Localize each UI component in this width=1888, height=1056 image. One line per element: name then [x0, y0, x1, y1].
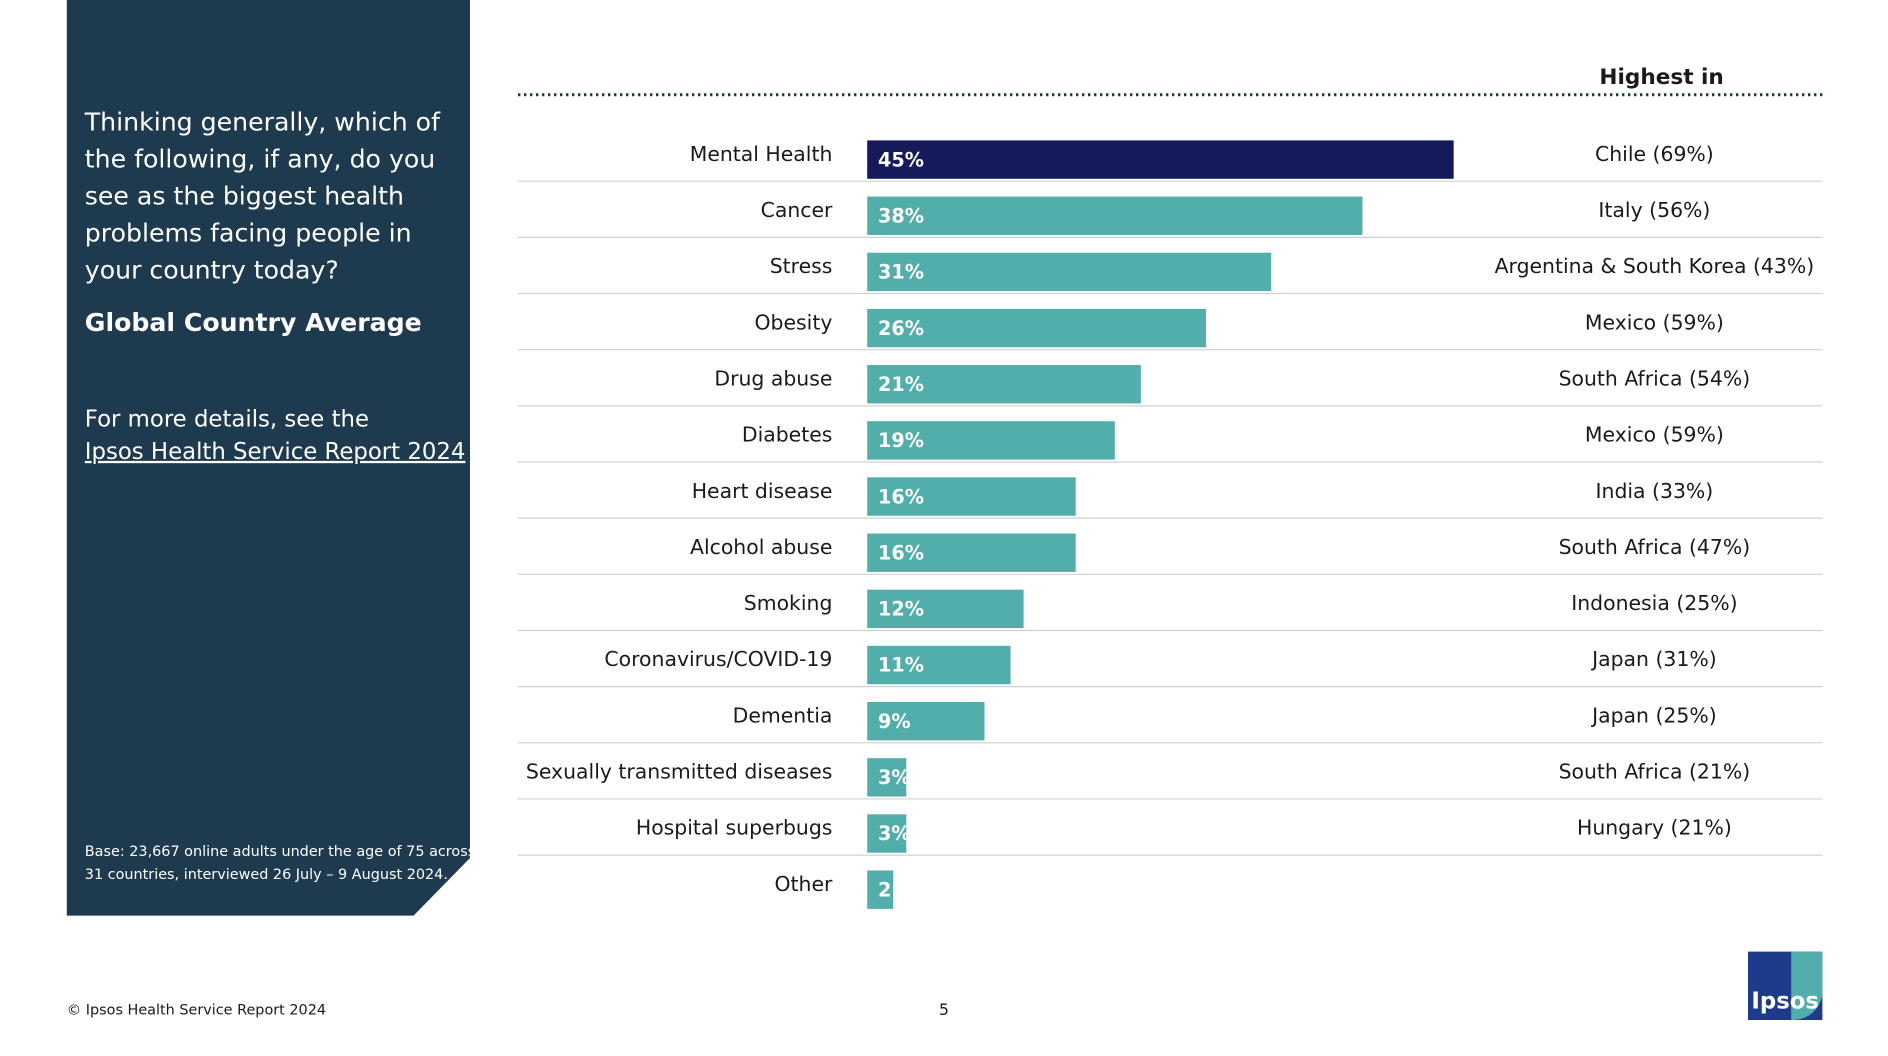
base-line: 31 countries, interviewed 26 July – 9 Au…: [85, 867, 448, 883]
value-label: 16%: [878, 541, 924, 564]
category-label: Stress: [770, 254, 833, 278]
value-label: 26%: [878, 317, 924, 340]
question-line: your country today?: [85, 255, 339, 284]
bar: [867, 477, 1076, 516]
bar: [867, 589, 1024, 629]
value-label: 21%: [878, 373, 924, 396]
bar: [867, 758, 907, 797]
value-label: 9%: [878, 710, 911, 733]
highest-in-label: Mexico (59%): [1585, 423, 1724, 447]
question-line: the following, if any, do you: [85, 145, 435, 174]
category-label: Coronavirus/COVID-19: [604, 647, 832, 671]
highest-in-label: South Africa (47%): [1559, 535, 1751, 559]
value-label: 31%: [878, 261, 924, 284]
category-label: Alcohol abuse: [690, 535, 832, 559]
value-label: 16%: [878, 485, 924, 508]
highest-in-label: Japan (31%): [1590, 647, 1717, 671]
bar: [867, 870, 894, 909]
highest-in-label: Hungary (21%): [1577, 816, 1732, 840]
category-label: Smoking: [744, 591, 833, 615]
bar: [867, 814, 907, 853]
highest-in-title: Highest in: [1599, 65, 1723, 90]
highest-in-label: Argentina & South Korea (43%): [1495, 254, 1815, 278]
category-label: Cancer: [761, 198, 833, 222]
category-label: Drug abuse: [714, 366, 832, 390]
value-label: 38%: [878, 204, 924, 227]
category-label: Hospital superbugs: [636, 816, 833, 840]
logo-accent: [1791, 951, 1823, 1020]
highest-in-label: Indonesia (25%): [1571, 591, 1737, 615]
base-note: Base: 23,667 online adults under the age…: [85, 844, 475, 883]
value-label: 11%: [878, 654, 924, 677]
copyright: © Ipsos Health Service Report 2024: [67, 1002, 326, 1018]
value-label: 2: [878, 878, 891, 901]
bar: [867, 140, 1454, 179]
highest-in-label: South Africa (54%): [1559, 366, 1751, 390]
report-link[interactable]: Ipsos Health Service Report 2024: [85, 439, 466, 465]
chart: Mental Health 45% Chile (69%) Cancer 38% Ital…: [517, 140, 1823, 909]
question-line: problems facing people in: [85, 218, 412, 247]
bar: [867, 702, 985, 741]
bar: [867, 421, 1115, 460]
highest-in-label: Mexico (59%): [1585, 310, 1724, 334]
value-label: 45%: [878, 148, 924, 171]
highest-in-label: Chile (69%): [1595, 142, 1714, 166]
question: Thinking generally, which of the followin…: [84, 108, 441, 285]
bar: [867, 252, 1272, 292]
bar: [867, 196, 1363, 235]
value-label: 19%: [878, 429, 924, 452]
highest-in-label: South Africa (21%): [1559, 760, 1751, 784]
category-label: Mental Health: [690, 142, 833, 166]
value-label: 3%: [878, 822, 911, 845]
bar: [867, 533, 1076, 572]
bar: [867, 365, 1141, 404]
category-label: Other: [774, 872, 833, 896]
category-label: Obesity: [755, 310, 833, 334]
value-label: 12%: [878, 598, 924, 621]
bar: [867, 308, 1207, 348]
bar: [867, 645, 1011, 685]
value-label: 3%: [878, 766, 911, 789]
logo-text: Ipsos: [1751, 989, 1819, 1015]
category-label: Heart disease: [692, 479, 833, 503]
category-label: Diabetes: [742, 423, 833, 447]
question-line: Thinking generally, which of: [84, 108, 441, 137]
side-panel: [66, 0, 471, 916]
category-label: Dementia: [733, 703, 833, 727]
question-line: see as the biggest health: [85, 182, 404, 211]
highest-in-label: Italy (56%): [1598, 198, 1710, 222]
panel-subtitle: Global Country Average: [85, 308, 422, 337]
highest-in-label: India (33%): [1596, 479, 1714, 503]
highest-in-label: Japan (25%): [1590, 703, 1717, 727]
details-text: For more details, see the: [85, 407, 369, 433]
page-number: 5: [939, 1001, 949, 1019]
category-label: Sexually transmitted diseases: [526, 760, 832, 784]
base-line: Base: 23,667 online adults under the age…: [85, 844, 475, 860]
